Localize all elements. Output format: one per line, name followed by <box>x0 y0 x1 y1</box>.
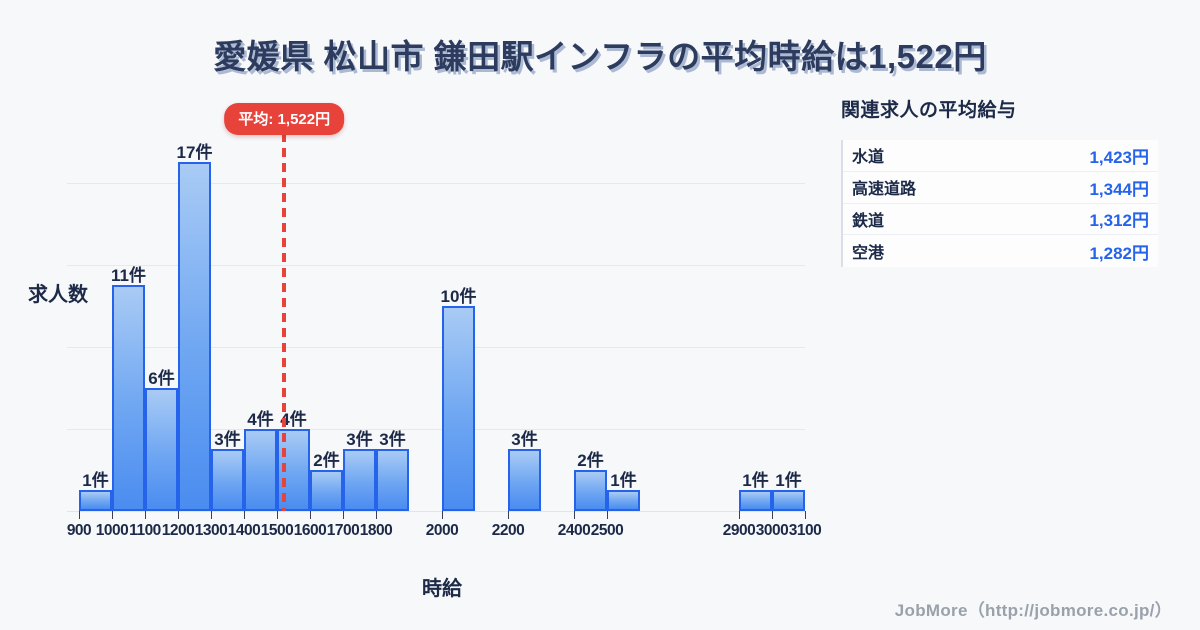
x-tick-mark <box>78 511 80 519</box>
bar-value-label: 1件 <box>775 471 802 490</box>
bar-value-label: 1件 <box>742 471 769 490</box>
x-tick-mark <box>342 511 344 519</box>
bar <box>739 490 772 511</box>
x-tick-label: 1700 <box>326 522 360 539</box>
bar-value-label: 10件 <box>440 286 477 306</box>
job-category-label: 鉄道 <box>852 212 885 230</box>
x-axis-baseline <box>67 510 805 512</box>
bar <box>178 162 211 511</box>
job-category-label: 水道 <box>852 149 885 167</box>
bar-value-label: 3件 <box>379 430 406 449</box>
bar <box>508 449 541 511</box>
bar-value-label: 17件 <box>176 143 213 162</box>
bar <box>244 428 277 511</box>
gridline <box>67 428 805 430</box>
bar <box>376 449 409 511</box>
job-salary-value: 1,282円 <box>1089 243 1149 263</box>
bar-value-label: 3件 <box>214 430 241 449</box>
x-tick-label: 2900 <box>722 522 756 539</box>
gridline <box>67 264 805 266</box>
x-tick-label: 1300 <box>194 522 228 539</box>
x-tick-mark <box>573 511 575 519</box>
x-tick-mark <box>771 511 773 519</box>
bar <box>112 285 145 511</box>
average-line <box>282 133 287 511</box>
job-category-label: 高速道路 <box>852 181 917 199</box>
x-tick-mark <box>144 511 146 519</box>
x-tick-label: 900 <box>66 522 92 539</box>
average-badge: 平均: 1,522円 <box>224 103 345 135</box>
bar-value-label: 3件 <box>346 430 373 449</box>
related-jobs-panel-title: 関連求人の平均給与 <box>841 100 1017 121</box>
x-tick-mark <box>804 511 806 519</box>
bar-value-label: 11件 <box>111 266 146 285</box>
x-tick-label: 3100 <box>788 522 822 539</box>
related-jobs-panel: 関連求人の平均給与 水道 1,423円高速道路 1,344円鉄道 1,312円空港 1,… <box>841 95 1158 267</box>
bar-value-label: 3件 <box>511 430 538 449</box>
bar-value-label: 1件 <box>82 471 109 490</box>
x-tick-label: 1400 <box>227 522 261 539</box>
x-tick-label: 2200 <box>491 522 525 539</box>
bar <box>310 469 343 511</box>
bar <box>211 449 244 511</box>
table-row: 空港 1,282円 <box>843 235 1158 267</box>
related-jobs-table: 水道 1,423円高速道路 1,344円鉄道 1,312円空港 1,282円 <box>841 140 1158 267</box>
bar <box>607 490 640 511</box>
bar <box>442 305 475 511</box>
bar-value-label: 2件 <box>577 450 604 470</box>
bar-value-label: 4件 <box>280 409 307 429</box>
bar <box>574 469 607 511</box>
x-tick-mark <box>111 511 113 519</box>
x-tick-label: 2500 <box>590 522 624 539</box>
y-axis-label: 求人数 <box>28 284 88 306</box>
x-tick-mark <box>375 511 377 519</box>
bar <box>145 387 178 511</box>
x-tick-mark <box>606 511 608 519</box>
x-tick-label: 2400 <box>557 522 591 539</box>
gridline <box>67 182 805 184</box>
x-tick-mark <box>210 511 212 519</box>
x-tick-mark <box>276 511 278 519</box>
x-tick-label: 2000 <box>425 522 459 539</box>
x-tick-mark <box>441 511 443 519</box>
x-tick-mark <box>507 511 509 519</box>
x-axis-label: 時給 <box>422 578 462 600</box>
x-tick-mark <box>309 511 311 519</box>
x-tick-label: 1600 <box>293 522 327 539</box>
job-salary-value: 1,344円 <box>1089 179 1149 199</box>
job-salary-value: 1,312円 <box>1089 211 1149 231</box>
bar-value-label: 1件 <box>610 471 637 490</box>
x-tick-mark <box>243 511 245 519</box>
job-category-label: 空港 <box>852 245 885 263</box>
x-tick-label: 1200 <box>161 522 195 539</box>
footer-credit: JobMore（http://jobmore.co.jp/） <box>894 601 1172 620</box>
job-salary-value: 1,423円 <box>1089 147 1149 167</box>
bar <box>79 490 112 511</box>
x-tick-mark <box>177 511 179 519</box>
x-tick-mark <box>738 511 740 519</box>
page-title: 愛媛県 松山市 鎌田駅インフラの平均時給は1,522円 <box>213 38 987 75</box>
x-tick-label: 1800 <box>359 522 393 539</box>
bar-value-label: 6件 <box>148 368 175 388</box>
x-tick-label: 1100 <box>129 522 161 539</box>
bar-value-label: 4件 <box>247 409 274 429</box>
table-row: 水道 1,423円 <box>843 140 1158 172</box>
x-tick-label: 1500 <box>260 522 294 539</box>
x-tick-label: 1000 <box>95 522 129 539</box>
bar <box>343 449 376 511</box>
bar <box>772 490 805 511</box>
gridline <box>67 346 805 348</box>
x-tick-label: 3000 <box>755 522 789 539</box>
table-row: 高速道路 1,344円 <box>843 171 1158 204</box>
table-row: 鉄道 1,312円 <box>843 203 1158 236</box>
bar-value-label: 2件 <box>313 450 340 470</box>
